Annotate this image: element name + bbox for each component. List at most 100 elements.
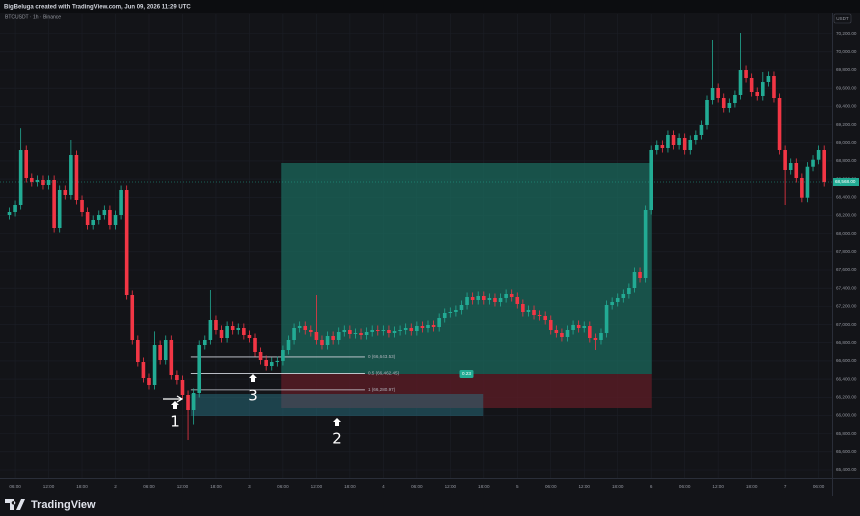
candle-body bbox=[152, 345, 157, 385]
candle-body bbox=[476, 296, 481, 300]
candle-body bbox=[671, 135, 676, 145]
candle-body bbox=[721, 98, 726, 108]
annotation: 3 bbox=[248, 387, 258, 405]
candle-body bbox=[716, 88, 720, 98]
y-tick-label: 68,400.00 bbox=[836, 194, 857, 199]
candle-body bbox=[69, 155, 73, 195]
candle-body bbox=[420, 326, 425, 328]
y-tick-label: 67,000.00 bbox=[836, 322, 857, 327]
y-tick-label: 67,200.00 bbox=[836, 304, 857, 309]
candle-body bbox=[186, 395, 190, 410]
brand-name[interactable]: TradingView bbox=[31, 499, 96, 511]
candle-body bbox=[470, 297, 475, 300]
y-tick-label: 65,400.00 bbox=[836, 467, 857, 472]
candle-body bbox=[292, 328, 296, 340]
candle-body bbox=[24, 150, 29, 178]
candle-body bbox=[710, 88, 715, 100]
last-price-label: 68,568.00 bbox=[835, 179, 856, 184]
candle-body bbox=[85, 212, 90, 225]
candle-body bbox=[615, 298, 620, 302]
y-tick-label: 69,200.00 bbox=[836, 122, 857, 127]
candle-body bbox=[576, 325, 581, 328]
candle-body bbox=[448, 312, 453, 313]
position-stop bbox=[281, 374, 652, 408]
candle-body bbox=[325, 336, 330, 345]
candle-body bbox=[498, 298, 503, 302]
candle-body bbox=[242, 328, 246, 335]
candle-body bbox=[660, 145, 665, 148]
candle-body bbox=[286, 340, 291, 350]
candle-body bbox=[588, 326, 592, 338]
candle-body bbox=[800, 178, 804, 198]
candle-body bbox=[108, 210, 112, 225]
x-tick-label: 2 bbox=[114, 484, 117, 489]
candle-body bbox=[788, 163, 793, 170]
candle-body bbox=[761, 82, 765, 96]
footer bbox=[0, 496, 860, 516]
y-tick-label: 69,000.00 bbox=[836, 140, 857, 145]
candle-body bbox=[314, 332, 319, 340]
position-label: 0.23 bbox=[462, 371, 471, 376]
y-tick-label: 67,400.00 bbox=[836, 285, 857, 290]
candle-body bbox=[18, 150, 23, 205]
candle-body bbox=[370, 330, 374, 332]
y-tick-label: 67,800.00 bbox=[836, 249, 857, 254]
candle-body bbox=[191, 393, 196, 410]
candle-body bbox=[560, 333, 564, 337]
candle-body bbox=[811, 159, 815, 167]
x-tick-label: 06:00 bbox=[9, 484, 21, 489]
x-tick-label: 06:00 bbox=[545, 484, 557, 489]
x-tick-label: 7 bbox=[784, 484, 787, 489]
annotation: 1 bbox=[170, 413, 180, 431]
candle-body bbox=[74, 155, 79, 200]
candle-body bbox=[509, 294, 514, 297]
candle-body bbox=[532, 310, 536, 315]
y-tick-label: 68,000.00 bbox=[836, 231, 857, 236]
candle-body bbox=[202, 340, 207, 345]
candle-body bbox=[57, 190, 62, 228]
arrow-up bbox=[333, 418, 341, 426]
candle-body bbox=[119, 190, 123, 215]
candle-body bbox=[247, 335, 252, 338]
y-tick-label: 66,600.00 bbox=[836, 358, 857, 363]
candle-body bbox=[35, 180, 40, 182]
x-tick-label: 3 bbox=[248, 484, 251, 489]
currency-box[interactable] bbox=[833, 13, 852, 24]
candle-body bbox=[493, 298, 497, 302]
candle-body bbox=[403, 328, 408, 330]
y-tick-label: 66,800.00 bbox=[836, 340, 857, 345]
candle-body bbox=[91, 220, 95, 225]
candle-body bbox=[269, 362, 274, 366]
candle-body bbox=[169, 340, 174, 375]
candle-body bbox=[320, 340, 324, 345]
x-tick-label: 18:00 bbox=[210, 484, 222, 489]
candle-body bbox=[822, 150, 826, 182]
candle-body bbox=[364, 332, 369, 335]
candle-body bbox=[309, 330, 313, 332]
candle-body bbox=[777, 98, 782, 150]
candle-body bbox=[141, 362, 146, 378]
candle-body bbox=[130, 295, 135, 340]
x-tick-label: 18:00 bbox=[746, 484, 758, 489]
fib-label: 1 (66,280.97) bbox=[368, 387, 396, 392]
arrow-head bbox=[176, 395, 184, 403]
candle-body bbox=[336, 332, 341, 340]
candle-body bbox=[621, 294, 626, 298]
candle-body bbox=[772, 76, 776, 98]
fib-label: 0.5 (66,462.45) bbox=[368, 371, 400, 376]
candle-body bbox=[654, 145, 659, 150]
candle-body bbox=[415, 326, 419, 331]
candle-body bbox=[649, 150, 654, 210]
candle-body bbox=[694, 135, 698, 140]
zone bbox=[190, 394, 484, 416]
position-target bbox=[281, 163, 652, 374]
candle-body bbox=[253, 338, 257, 352]
candle-body bbox=[398, 330, 402, 331]
candle-body bbox=[766, 76, 771, 82]
x-tick-label: 06:00 bbox=[411, 484, 423, 489]
candle-body bbox=[63, 190, 68, 195]
candle-body bbox=[548, 320, 553, 330]
candle-body bbox=[627, 288, 631, 294]
candle-body bbox=[794, 163, 799, 178]
